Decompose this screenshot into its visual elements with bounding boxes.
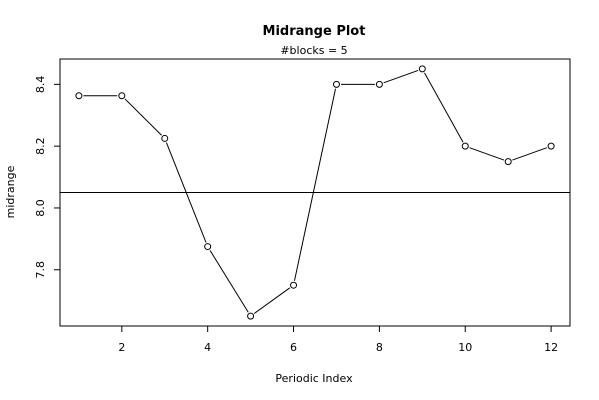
series-segment <box>469 147 505 161</box>
data-point <box>75 92 83 100</box>
data-point <box>247 312 255 320</box>
x-tick-label: 8 <box>376 341 383 354</box>
series-segment <box>165 142 207 243</box>
x-tick-label: 12 <box>544 341 558 354</box>
x-tick-label: 10 <box>458 341 472 354</box>
data-point <box>204 243 212 251</box>
data-point <box>332 80 340 88</box>
y-tick-label: 8.0 <box>34 199 47 217</box>
x-tick-label: 4 <box>204 341 211 354</box>
chart-subtitle: #blocks = 5 <box>280 44 347 57</box>
data-point <box>375 80 383 88</box>
data-point <box>547 142 555 150</box>
series-segment <box>512 147 548 161</box>
x-tick-label: 2 <box>118 341 125 354</box>
y-tick-label: 7.8 <box>34 261 47 279</box>
data-point <box>290 281 298 289</box>
data-point <box>461 142 469 150</box>
chart-title: Midrange Plot <box>263 24 366 39</box>
data-point <box>118 92 126 100</box>
y-axis-label: midrange <box>4 165 17 218</box>
data-point <box>504 158 512 166</box>
x-axis-label: Periodic Index <box>275 372 353 385</box>
y-tick-label: 8.2 <box>34 137 47 155</box>
series-segment <box>209 250 249 313</box>
series-segment <box>253 287 291 314</box>
series-segment <box>124 98 162 136</box>
data-point <box>418 65 426 73</box>
series-segment <box>383 69 419 84</box>
y-tick-label: 8.4 <box>34 76 47 94</box>
series-segment <box>293 88 337 281</box>
x-tick-label: 6 <box>290 341 297 354</box>
series-segment <box>424 72 464 143</box>
data-point <box>161 134 169 142</box>
